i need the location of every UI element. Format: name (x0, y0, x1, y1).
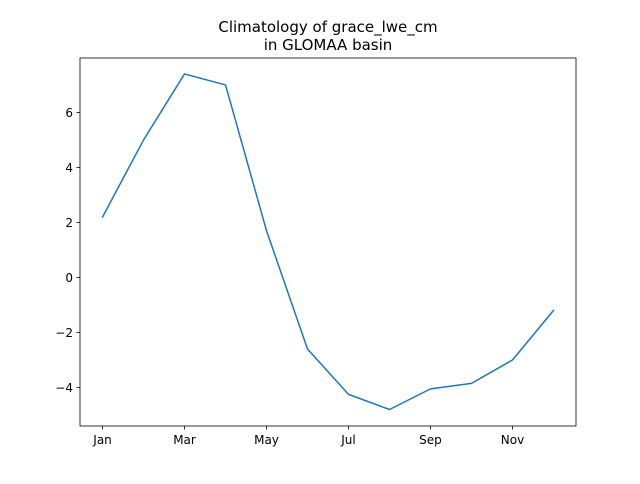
y-tick-label: 0 (65, 271, 73, 285)
y-tick-label: −4 (55, 381, 73, 395)
x-tick-label: Jan (92, 433, 112, 447)
x-tick-label: Sep (419, 433, 442, 447)
chart-title-line-1: Climatology of grace_lwe_cm (218, 18, 437, 37)
plot-area: Jan Mar May Jul Sep Nov −4 −2 0 2 4 6 (55, 57, 577, 447)
y-tick-label: −2 (55, 326, 73, 340)
x-tick-label: Jul (340, 433, 355, 447)
chart-title-line-2: in GLOMAA basin (264, 36, 393, 54)
axes-frame (79, 57, 577, 427)
x-tick-label: Mar (173, 433, 196, 447)
x-tick-label: Nov (501, 433, 524, 447)
y-tick-label: 6 (65, 106, 73, 120)
y-tick-label: 4 (65, 161, 73, 175)
x-tick-label: May (254, 433, 279, 447)
y-tick-label: 2 (65, 216, 73, 230)
series-line-0 (101, 73, 555, 411)
